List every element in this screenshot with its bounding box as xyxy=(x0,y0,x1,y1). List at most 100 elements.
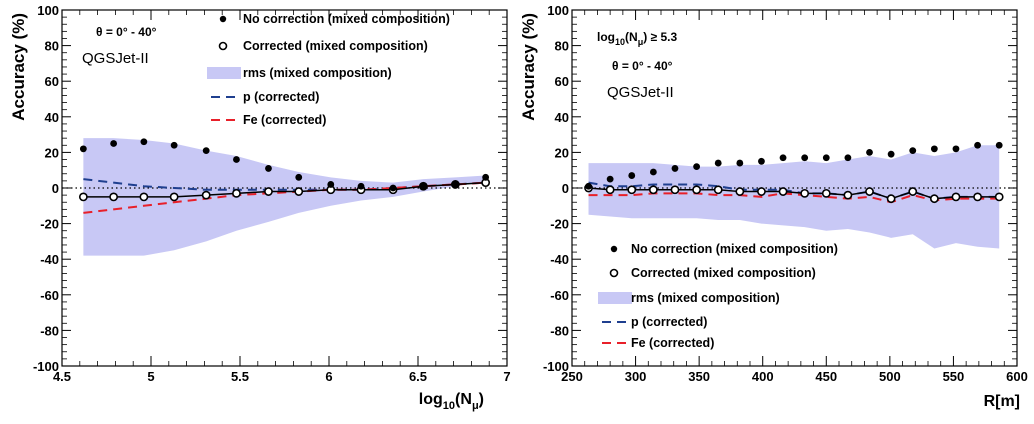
no-correction-point xyxy=(649,168,657,176)
corrected-point xyxy=(232,188,241,198)
annotation-cut-sub: 10 xyxy=(615,37,625,47)
corrected-point xyxy=(994,192,1004,202)
left-panel: -100 -80 -60 -40 -20 0 20 40 60 80 100 4.5 5 5.5 6 6.5 7… xyxy=(9,3,511,412)
y-tick-label: -40 xyxy=(550,252,569,267)
y-tick-label: 100 xyxy=(37,3,59,18)
legend: No correction (mixed composition) Correct… xyxy=(598,242,838,350)
annotation-cut-subsym: μ xyxy=(638,37,644,47)
annotation-cut-open: (N xyxy=(625,30,638,44)
legend-label-p: p (corrected) xyxy=(243,90,319,104)
no-correction-point xyxy=(887,150,895,158)
x-axis-label-close: ) xyxy=(479,391,484,408)
rms-band xyxy=(83,138,486,256)
legend-label-rms: rms (mixed composition) xyxy=(631,291,780,305)
legend-symbol-open-circle xyxy=(609,268,619,278)
corrected-point xyxy=(778,187,788,196)
no-correction-point xyxy=(693,163,700,171)
annotation-theta: θ = 0° - 40° xyxy=(612,59,673,73)
legend-symbol-filled-dot xyxy=(219,15,227,23)
x-tick-label: 300 xyxy=(625,369,647,384)
no-correction-point xyxy=(389,184,397,192)
x-tick-label: 5 xyxy=(147,369,154,384)
no-correction-point xyxy=(451,181,459,188)
no-correction-point xyxy=(585,182,592,190)
legend-symbol-rms-band xyxy=(207,67,241,79)
no-correction-point xyxy=(779,154,787,162)
no-correction-point xyxy=(952,145,960,153)
no-correction-point xyxy=(736,159,744,167)
x-tick-label: 5.5 xyxy=(231,369,249,384)
x-tick-label: 450 xyxy=(815,369,837,384)
no-correction-point xyxy=(671,165,679,172)
no-correction-point xyxy=(170,141,178,149)
rms-band xyxy=(588,145,1000,249)
corrected-point xyxy=(169,192,179,202)
legend-symbol-filled-dot xyxy=(610,245,618,253)
x-tick-label: 600 xyxy=(1006,369,1028,384)
y-tick-label: 60 xyxy=(45,74,59,89)
corrected-point xyxy=(735,187,745,196)
x-tick-label: 500 xyxy=(879,369,901,384)
no-correction-point xyxy=(419,182,427,190)
x-axis-label: R[m] xyxy=(984,393,1020,410)
corrected-point xyxy=(821,188,831,198)
x-tick-label: 550 xyxy=(943,369,965,384)
no-correction-point xyxy=(974,141,981,149)
corrected-point xyxy=(627,185,637,195)
legend-label-corrected: Corrected (mixed composition) xyxy=(243,39,428,53)
no-correction-point xyxy=(265,165,272,172)
no-correction-point xyxy=(327,181,335,188)
legend-label-rms: rms (mixed composition) xyxy=(243,66,392,80)
y-tick-label: -80 xyxy=(550,323,569,338)
corrected-point xyxy=(201,190,211,200)
x-tick-label: 250 xyxy=(561,369,583,384)
legend: No correction (mixed composition) Correct… xyxy=(207,12,450,127)
legend-label-fe: Fe (corrected) xyxy=(631,336,714,350)
corrected-point xyxy=(713,185,723,195)
legend-label-corrected: Corrected (mixed composition) xyxy=(631,266,816,280)
y-tick-label: -40 xyxy=(40,252,59,267)
corrected-point xyxy=(951,192,961,202)
no-correction-point xyxy=(714,159,722,167)
corrected-point xyxy=(605,185,615,195)
legend-label-fe: Fe (corrected) xyxy=(243,113,326,127)
legend-label-p: p (corrected) xyxy=(631,315,707,329)
no-correction-point xyxy=(909,147,917,155)
no-correction-point xyxy=(822,154,830,162)
legend-symbol-rms-band xyxy=(598,292,632,304)
y-tick-label: -60 xyxy=(40,288,59,303)
no-correction-point xyxy=(866,149,873,156)
y-tick-label: 80 xyxy=(555,39,569,54)
y-tick-label: 40 xyxy=(555,110,569,125)
no-correction-point xyxy=(202,147,210,155)
x-axis-label-subsym: μ xyxy=(472,400,479,412)
y-tick-label: -80 xyxy=(40,323,59,338)
no-correction-point xyxy=(482,173,490,181)
y-tick-label: 40 xyxy=(45,110,59,125)
x-axis-label: log10(Nμ) xyxy=(419,391,484,412)
no-correction-point xyxy=(606,175,614,183)
right-panel: -100 -80 -60 -40 -20 0 20 40 60 80 100 250 300 350 400… xyxy=(519,3,1028,410)
y-tick-label: 0 xyxy=(562,181,569,196)
x-tick-label: 6.5 xyxy=(409,369,427,384)
annotation-cut-close: ) ≥ 5.3 xyxy=(643,30,677,44)
y-tick-label: 0 xyxy=(52,181,59,196)
corrected-point xyxy=(757,187,766,196)
corrected-point xyxy=(78,192,88,202)
annotation-cut-main: log xyxy=(597,30,615,44)
no-correction-point xyxy=(79,145,87,153)
annotation-cut: log10(Nμ) ≥ 5.3 xyxy=(597,30,677,47)
x-tick-label: 400 xyxy=(752,369,774,384)
x-axis-label-sub: 10 xyxy=(443,400,455,412)
annotation-theta: θ = 0° - 40° xyxy=(96,25,157,39)
legend-label-no-correction: No correction (mixed composition) xyxy=(631,242,838,256)
no-correction-point xyxy=(801,154,809,162)
y-tick-label: -20 xyxy=(550,217,569,232)
corrected-point xyxy=(886,194,896,204)
y-axis-label: Accuracy (%) xyxy=(519,13,538,121)
annotation-model: QGSJet-II xyxy=(82,50,149,67)
legend-label-no-correction: No correction (mixed composition) xyxy=(243,12,450,26)
no-correction-point xyxy=(930,145,938,153)
